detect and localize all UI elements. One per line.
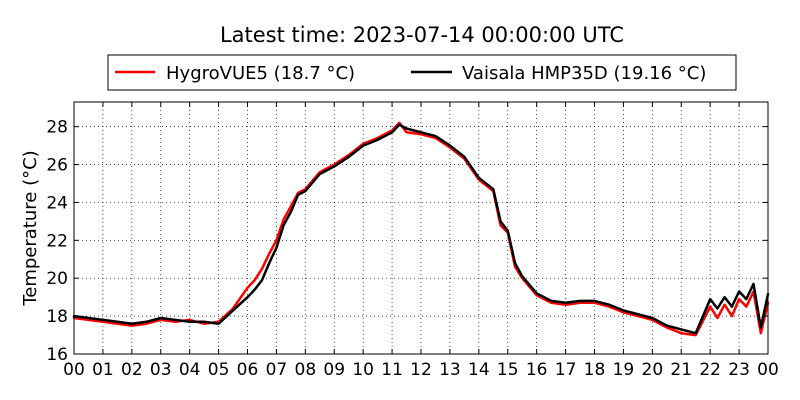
y-tick-labels: 16 18 20 22 24 26 28 <box>46 118 68 365</box>
x-tick-label: 18 <box>584 360 606 380</box>
x-tick-label: 16 <box>526 360 548 380</box>
chart-title: Latest time: 2023-07-14 00:00:00 UTC <box>220 23 624 47</box>
y-tick-label: 28 <box>46 118 68 138</box>
ticks <box>73 102 769 355</box>
x-tick-label: 23 <box>728 360 750 380</box>
y-tick-label: 22 <box>46 231 68 251</box>
x-tick-label: 07 <box>266 360 288 380</box>
x-tick-label: 08 <box>295 360 317 380</box>
x-tick-label: 05 <box>208 360 230 380</box>
grid <box>74 102 768 354</box>
x-tick-label: 20 <box>642 360 664 380</box>
y-tick-label: 26 <box>46 156 68 176</box>
x-tick-label: 01 <box>92 360 114 380</box>
x-tick-label: 06 <box>237 360 259 380</box>
legend: HygroVUE5 (18.7 °C) Vaisala HMP35D (19.1… <box>107 54 737 91</box>
y-tick-label: 24 <box>46 193 68 213</box>
legend-label-vaisala: Vaisala HMP35D (19.16 °C) <box>462 63 706 84</box>
series-line-hygrovue5 <box>72 121 770 337</box>
x-tick-label: 02 <box>121 360 143 380</box>
x-tick-label: 15 <box>497 360 519 380</box>
x-tick-label: 13 <box>439 360 461 380</box>
y-tick-label: 18 <box>46 307 68 327</box>
x-tick-label: 14 <box>468 360 490 380</box>
y-axis-label: Temperature (°C) <box>20 150 41 306</box>
x-tick-label: 12 <box>410 360 432 380</box>
x-tick-label: 00 <box>757 360 779 380</box>
series-lines <box>72 121 770 337</box>
x-tick-labels: 00 01 02 03 04 05 06 07 08 09 10 11 12 13 14 15 16 17 18 19… <box>63 360 779 380</box>
y-tick-label: 20 <box>46 269 68 289</box>
x-tick-label: 00 <box>63 360 85 380</box>
x-tick-label: 09 <box>323 360 345 380</box>
x-tick-label: 17 <box>555 360 577 380</box>
x-tick-label: 22 <box>699 360 721 380</box>
x-tick-label: 21 <box>670 360 692 380</box>
x-tick-label: 04 <box>179 360 201 380</box>
series-line-vaisala <box>72 123 770 335</box>
x-tick-label: 19 <box>613 360 635 380</box>
legend-label-hygrovue5: HygroVUE5 (18.7 °C) <box>166 63 355 84</box>
x-tick-label: 10 <box>352 360 374 380</box>
x-tick-label: 03 <box>150 360 172 380</box>
y-tick-label: 16 <box>46 345 68 365</box>
x-tick-label: 11 <box>381 360 403 380</box>
